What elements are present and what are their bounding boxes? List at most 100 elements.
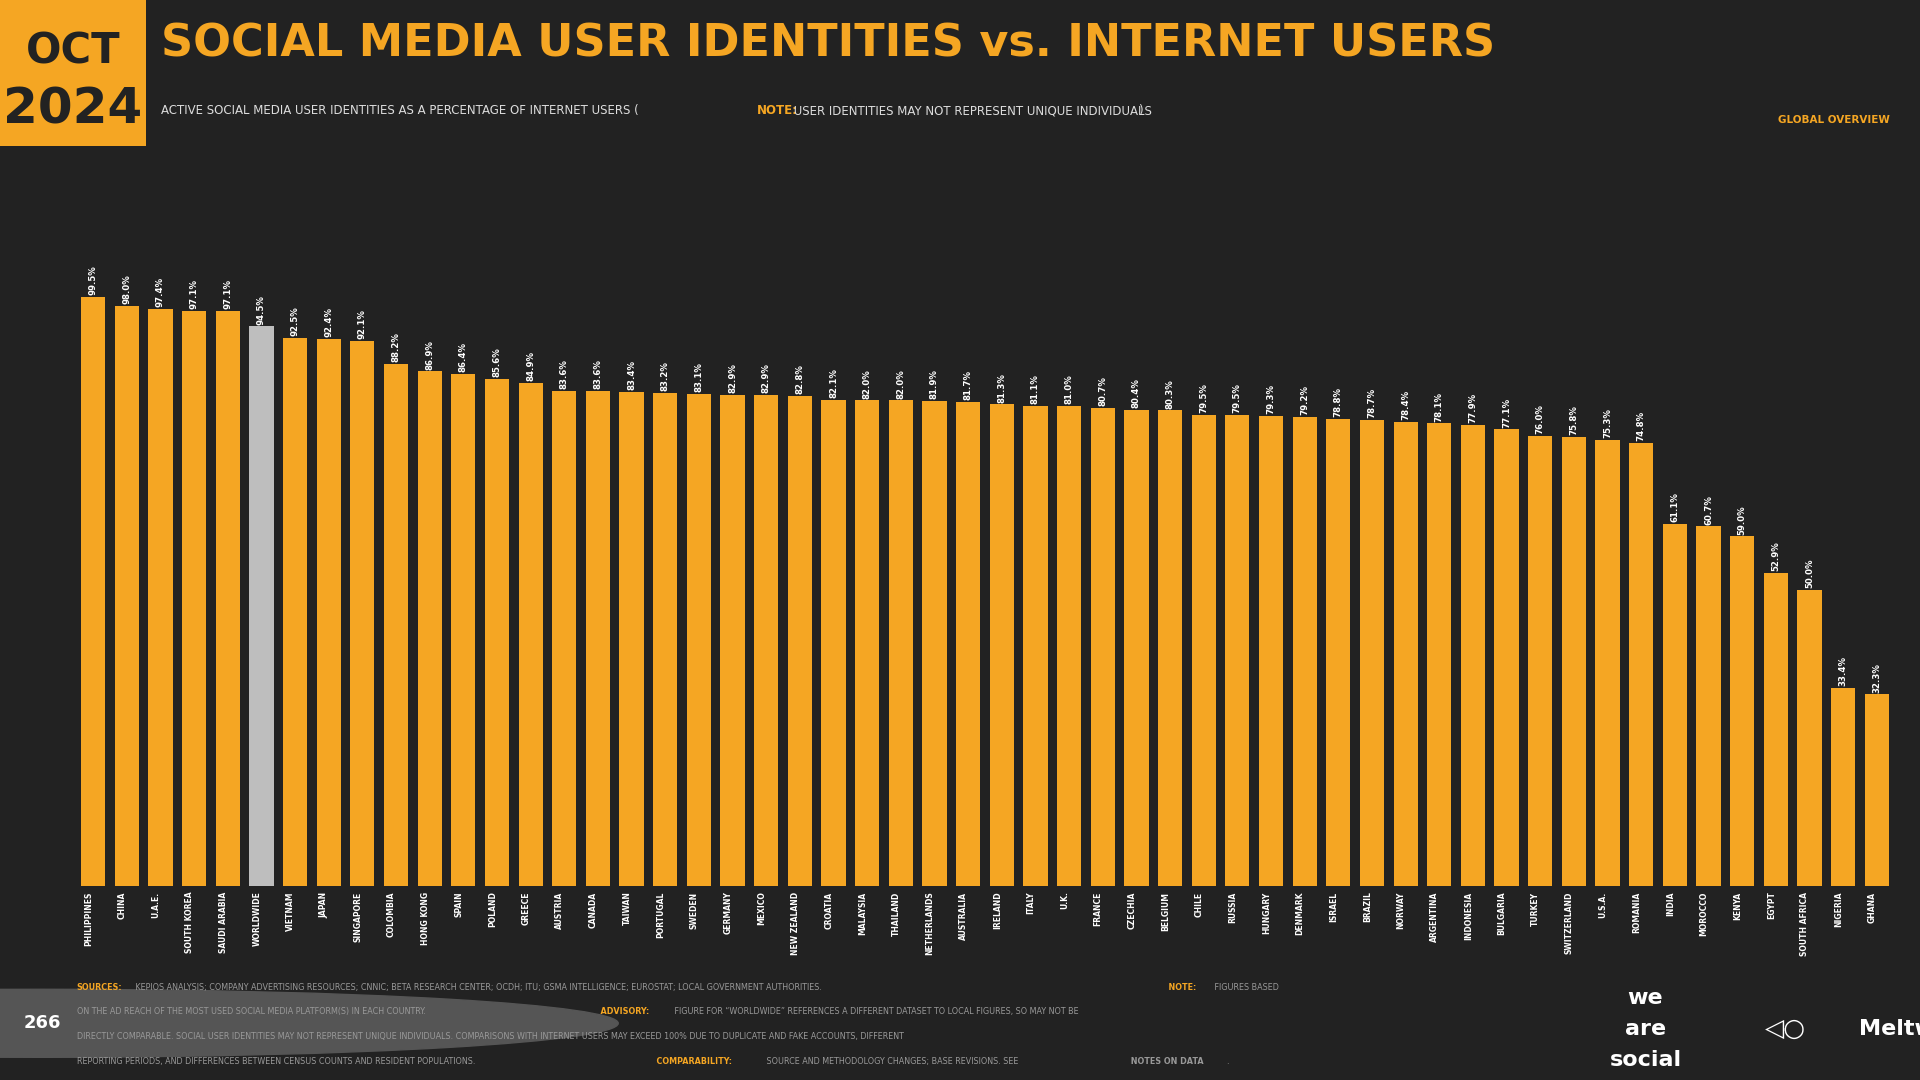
Text: GHANA: GHANA — [1868, 891, 1876, 922]
Bar — [620, 392, 643, 886]
Bar — [1832, 688, 1855, 886]
Text: HONG KONG: HONG KONG — [420, 891, 430, 945]
Bar — [1058, 406, 1081, 886]
Bar — [1158, 410, 1183, 886]
Text: U.K.: U.K. — [1060, 891, 1069, 909]
Bar — [1596, 440, 1620, 886]
Text: SWEDEN: SWEDEN — [689, 891, 699, 929]
Bar — [0, 0, 146, 146]
Bar — [1561, 437, 1586, 886]
Text: 94.5%: 94.5% — [257, 295, 265, 324]
Text: 74.8%: 74.8% — [1636, 411, 1645, 441]
Text: 83.4%: 83.4% — [628, 361, 636, 390]
Text: EGYPT: EGYPT — [1766, 891, 1776, 919]
Bar — [586, 391, 611, 886]
Text: 82.9%: 82.9% — [728, 363, 737, 393]
Text: 85.6%: 85.6% — [493, 348, 501, 377]
Text: 88.2%: 88.2% — [392, 332, 401, 362]
Text: BELGIUM: BELGIUM — [1162, 891, 1169, 931]
Bar — [81, 297, 106, 886]
Text: COLOMBIA: COLOMBIA — [388, 891, 396, 937]
Text: 33.4%: 33.4% — [1839, 657, 1847, 686]
Text: SOURCES:: SOURCES: — [77, 983, 123, 991]
Bar — [1864, 694, 1889, 886]
Text: AUSTRIA: AUSTRIA — [555, 891, 564, 929]
Text: JAPAN: JAPAN — [321, 891, 328, 918]
Circle shape — [0, 989, 618, 1057]
Text: ISRAEL: ISRAEL — [1329, 891, 1338, 921]
Text: 82.0%: 82.0% — [897, 368, 906, 399]
Text: CANADA: CANADA — [589, 891, 597, 928]
Text: 79.2%: 79.2% — [1300, 386, 1309, 415]
Text: 61.1%: 61.1% — [1670, 492, 1680, 523]
Text: 92.4%: 92.4% — [324, 307, 334, 337]
Text: SOUTH AFRICA: SOUTH AFRICA — [1801, 891, 1809, 956]
Bar — [115, 306, 138, 886]
Text: 82.1%: 82.1% — [829, 368, 837, 397]
Text: 266: 266 — [23, 1014, 61, 1032]
Bar — [417, 372, 442, 886]
Text: 80.4%: 80.4% — [1133, 378, 1140, 408]
Text: 75.8%: 75.8% — [1569, 405, 1578, 435]
Text: 52.9%: 52.9% — [1772, 541, 1780, 570]
Bar — [889, 401, 912, 886]
Text: NOTE:: NOTE: — [756, 105, 799, 118]
Text: 86.4%: 86.4% — [459, 342, 468, 373]
Text: PHILIPPINES: PHILIPPINES — [84, 891, 94, 946]
Text: ITALY: ITALY — [1027, 891, 1035, 914]
Text: 82.9%: 82.9% — [762, 363, 770, 393]
Bar — [518, 383, 543, 886]
Text: U.S.A.: U.S.A. — [1599, 891, 1607, 918]
Bar — [989, 404, 1014, 886]
Text: VIETNAM: VIETNAM — [286, 891, 296, 931]
Text: 82.0%: 82.0% — [862, 368, 872, 399]
Text: INDIA: INDIA — [1667, 891, 1674, 916]
Text: MEXICO: MEXICO — [756, 891, 766, 926]
Bar — [1697, 526, 1720, 886]
Text: 83.2%: 83.2% — [660, 362, 670, 391]
Bar — [451, 375, 476, 886]
Text: HUNGARY: HUNGARY — [1261, 891, 1271, 934]
Text: THAILAND: THAILAND — [891, 891, 900, 935]
Text: 86.9%: 86.9% — [424, 339, 434, 369]
Text: 76.0%: 76.0% — [1536, 404, 1546, 434]
Text: Meltwater: Meltwater — [1859, 1018, 1920, 1039]
Text: ACTIVE SOCIAL MEDIA USER IDENTITIES AS A PERCENTAGE OF INTERNET USERS (: ACTIVE SOCIAL MEDIA USER IDENTITIES AS A… — [161, 105, 639, 118]
Text: CHINA: CHINA — [117, 891, 127, 919]
Text: SINGAPORE: SINGAPORE — [353, 891, 363, 942]
Text: 81.3%: 81.3% — [996, 373, 1006, 403]
Bar — [250, 326, 273, 886]
Bar — [1528, 436, 1553, 886]
Text: ): ) — [1139, 105, 1142, 118]
Text: 80.7%: 80.7% — [1098, 376, 1108, 406]
Text: USER IDENTITIES MAY NOT REPRESENT UNIQUE INDIVIDUALS: USER IDENTITIES MAY NOT REPRESENT UNIQUE… — [789, 105, 1152, 118]
Bar — [653, 393, 678, 886]
Text: MOROCCO: MOROCCO — [1699, 891, 1709, 936]
Bar — [282, 338, 307, 886]
Text: we: we — [1628, 988, 1663, 1009]
Text: 78.4%: 78.4% — [1402, 390, 1409, 420]
Bar — [1461, 424, 1484, 886]
Bar — [215, 311, 240, 886]
Text: TAIWAN: TAIWAN — [622, 891, 632, 926]
Text: NOTES ON DATA: NOTES ON DATA — [1129, 1057, 1204, 1066]
Text: NIGERIA: NIGERIA — [1834, 891, 1843, 927]
Text: 83.6%: 83.6% — [593, 360, 603, 389]
Text: KEPIOS ANALYSIS; COMPANY ADVERTISING RESOURCES; CNNIC; BETA RESEARCH CENTER; OCD: KEPIOS ANALYSIS; COMPANY ADVERTISING RES… — [132, 983, 822, 991]
Text: social: social — [1609, 1050, 1682, 1069]
Text: 78.8%: 78.8% — [1334, 388, 1342, 418]
Bar — [1192, 415, 1215, 886]
Text: AUSTRALIA: AUSTRALIA — [960, 891, 968, 940]
Bar — [1764, 572, 1788, 886]
Text: CHILE: CHILE — [1194, 891, 1204, 917]
Text: ◁○: ◁○ — [1764, 1017, 1807, 1041]
Text: SPAIN: SPAIN — [455, 891, 463, 917]
Text: ADVISORY:: ADVISORY: — [595, 1008, 649, 1016]
Text: FIGURES BASED: FIGURES BASED — [1212, 983, 1279, 991]
Text: 79.5%: 79.5% — [1233, 383, 1242, 414]
Text: OCT: OCT — [25, 30, 121, 72]
Text: 82.8%: 82.8% — [795, 364, 804, 394]
Bar — [486, 379, 509, 886]
Text: U.A.E.: U.A.E. — [152, 891, 161, 918]
Bar — [1260, 416, 1283, 886]
